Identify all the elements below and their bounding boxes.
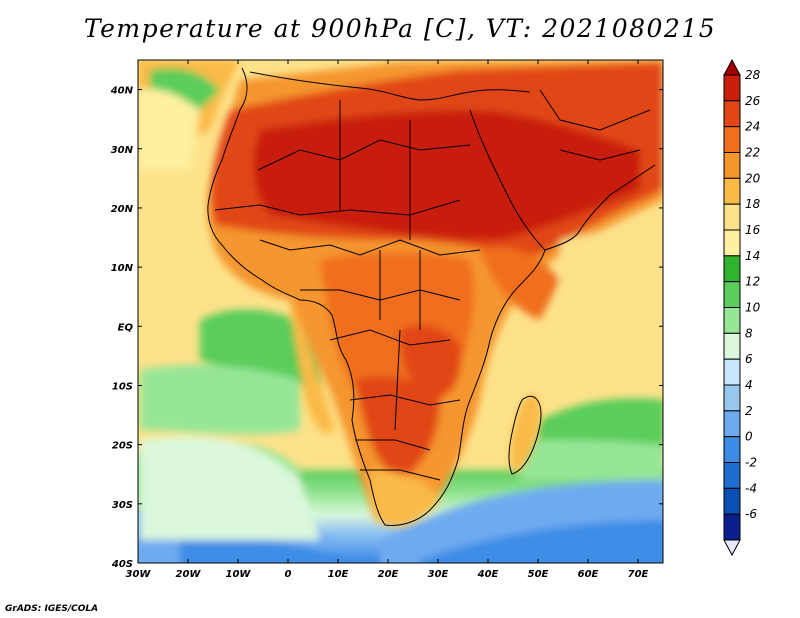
colorbar-label: 2 [745, 404, 753, 418]
colorbar-label: 14 [745, 249, 760, 263]
colorbar-label: 28 [745, 68, 761, 82]
colorbar-box [723, 487, 741, 515]
lon-label: 0 [285, 569, 292, 580]
colorbar-label: 24 [745, 120, 760, 134]
lon-label: 30W [126, 569, 152, 580]
lat-label: 20N [111, 204, 134, 215]
lat-label: 30N [111, 145, 134, 156]
temperature-field [138, 60, 663, 563]
colorbar-box [723, 177, 741, 205]
lat-label: 20S [112, 441, 133, 452]
colorbar-box [723, 436, 741, 463]
colorbar-box [723, 513, 741, 541]
lon-label: 20W [176, 569, 202, 580]
colorbar-box [723, 126, 741, 153]
colorbar-box [723, 100, 741, 128]
coastlines [207, 67, 656, 526]
colorbar-label: 22 [745, 146, 760, 160]
longitude-axis: 30W 20W 10W 0 10E 20E 30E 40E 50E 60E 70E [126, 60, 649, 580]
colorbar-box [723, 255, 741, 283]
lat-label: EQ [118, 322, 134, 333]
colorbar-box [723, 358, 741, 386]
lat-label: 10S [112, 381, 133, 392]
colorbar-label: 4 [745, 378, 753, 392]
lon-label: 30E [428, 569, 449, 580]
colorbar-box [723, 229, 741, 257]
colorbar-label: 16 [745, 223, 761, 237]
latitude-axis: 40N 30N 20N 10N EQ 10S 20S 30S 40S [110, 86, 663, 570]
colorbar-label: 10 [745, 301, 761, 315]
lon-label: 20E [378, 569, 399, 580]
lat-label: 40S [111, 559, 133, 570]
colorbar-box [723, 332, 741, 360]
lon-label: 50E [528, 569, 549, 580]
colorbar-label: 8 [745, 326, 753, 340]
lon-label: 10E [328, 569, 349, 580]
lat-label: 30S [112, 500, 133, 511]
map-title: Temperature at 900hPa [C], VT: 202108021… [83, 14, 717, 43]
colorbar-max-arrow [723, 58, 741, 76]
lon-label: 10W [226, 569, 252, 580]
lat-label: 40N [110, 86, 134, 97]
colorbar-box [723, 410, 741, 438]
lon-label: 40E [477, 569, 499, 580]
colorbar-label: -4 [745, 481, 757, 495]
colorbar-label: 26 [745, 94, 761, 108]
colorbar-box [723, 203, 741, 231]
colorbar-box [723, 307, 741, 334]
colorbar-min-arrow [723, 539, 741, 557]
colorbar-box [723, 384, 741, 412]
colorbar-box [723, 74, 741, 102]
colorbar-box [723, 281, 741, 308]
colorbar-label: 18 [745, 197, 761, 211]
colorbar-label: 6 [745, 352, 753, 366]
lat-label: 10N [111, 263, 134, 274]
map-frame [137, 59, 664, 564]
colorbar-label: -6 [745, 507, 757, 521]
colorbar-label: -2 [745, 456, 757, 470]
colorbar-label: 0 [745, 430, 753, 444]
lon-label: 70E [628, 569, 649, 580]
lon-label: 60E [578, 569, 599, 580]
colorbar-box [723, 152, 741, 179]
credit-text: GrADS: IGES/COLA [5, 604, 99, 614]
colorbar-label: 20 [745, 171, 761, 185]
colorbar-box [723, 462, 741, 489]
colorbar-label: 12 [745, 275, 760, 289]
